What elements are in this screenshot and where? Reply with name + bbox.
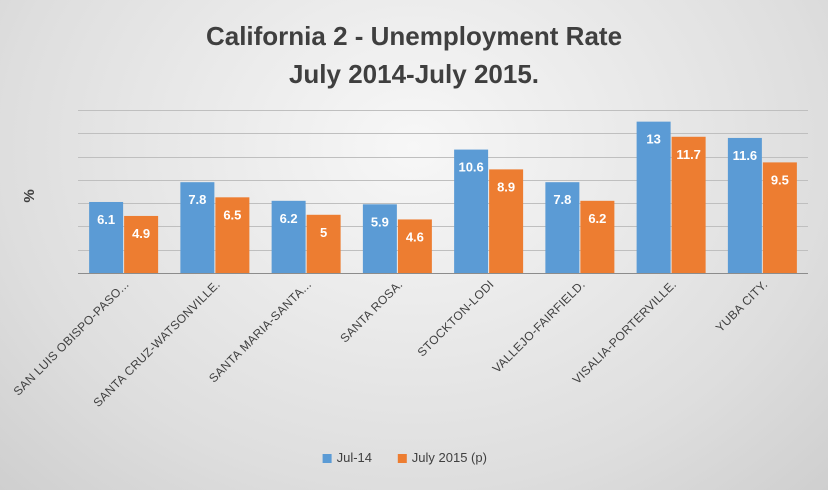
- data-label: 11.7: [676, 147, 701, 162]
- data-label: 7.8: [188, 192, 206, 207]
- category-label: VALLEJO-FAIRFIELD.: [490, 277, 588, 375]
- bar-jul-14-4: [362, 204, 397, 273]
- bar-jul-2015-3: [306, 214, 341, 273]
- legend-label: Jul-14: [337, 450, 372, 465]
- bar-jul-2015-6: [580, 200, 615, 273]
- data-label: 11.6: [733, 148, 758, 163]
- category-label: STOCKTON-LODI: [415, 277, 497, 359]
- bar-jul-14-1: [89, 201, 124, 273]
- y-axis-label: %: [21, 189, 38, 202]
- chart-title-line-2: July 2014-July 2015.: [289, 59, 539, 89]
- data-label: 4.6: [406, 229, 424, 244]
- legend: Jul-14 July 2015 (p): [322, 450, 487, 465]
- legend-label: July 2015 (p): [412, 450, 487, 465]
- bar-jul-2015-8: [762, 162, 797, 273]
- bar-jul-2015-7: [671, 136, 706, 273]
- category-label: YUBA CITY.: [713, 277, 771, 335]
- bar-jul-14-6: [545, 182, 580, 273]
- bar-jul-14-8: [727, 137, 762, 273]
- data-label: 6.1: [97, 212, 115, 227]
- legend-swatch: [322, 454, 332, 463]
- bar-jul-14-3: [271, 200, 306, 273]
- data-labels: 6.1 4.9 7.8 6.5 6.2 5 5.9 4.6 10.6 8.9 7.8 6.2 13 11.…: [97, 132, 789, 245]
- bars: [89, 121, 797, 274]
- category-label: VISALIA-PORTERVILLE.: [570, 277, 680, 387]
- bar-jul-14-2: [180, 182, 215, 273]
- data-label: 5.9: [371, 214, 389, 229]
- data-label: 10.6: [458, 160, 483, 175]
- data-label: 7.8: [553, 192, 571, 207]
- legend-swatch: [397, 454, 407, 463]
- category-label: SANTA ROSA.: [337, 277, 405, 345]
- bar-jul-2015-1: [124, 215, 159, 273]
- data-label: 6.5: [223, 207, 241, 222]
- data-label: 9.5: [771, 172, 789, 187]
- data-label: 6.2: [280, 211, 298, 226]
- bar-jul-2015-5: [489, 169, 524, 273]
- data-label: 13: [646, 132, 660, 147]
- data-label: 4.9: [132, 226, 150, 241]
- data-label: 8.9: [497, 179, 515, 194]
- chart-title-line-1: California 2 - Unemployment Rate: [206, 21, 622, 51]
- data-label: 6.2: [588, 211, 606, 226]
- bar-jul-2015-4: [397, 219, 432, 273]
- data-label: 5: [320, 225, 327, 240]
- category-label: SANTA MARIA-SANTA...: [206, 277, 314, 385]
- bar-jul-14-7: [636, 121, 671, 274]
- x-axis: SAN LUIS OBISPO-PASO...SANTA CRUZ-WATSON…: [11, 273, 808, 410]
- bar-jul-2015-2: [215, 197, 250, 273]
- bar-jul-14-5: [454, 149, 489, 273]
